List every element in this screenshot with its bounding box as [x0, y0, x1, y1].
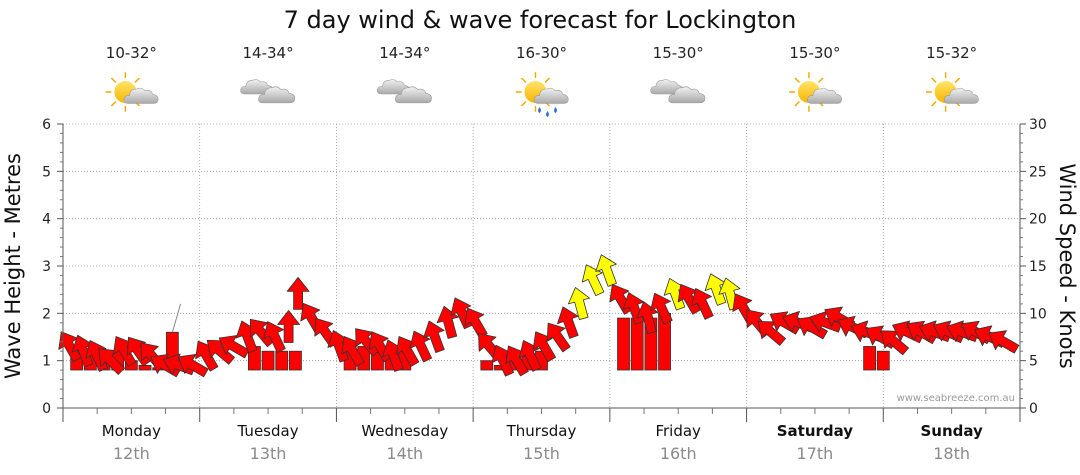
axes: 0 1 2 3 4 5 6 0 5 10 15 20 25 30 Monday 12th Tuesday 13th…: [42, 117, 1047, 463]
wave-bar: [863, 346, 877, 371]
y-tick-label-left: 6: [42, 117, 51, 133]
day-label-tuesday: Tuesday: [237, 422, 299, 440]
temp-range: 16-30°: [516, 44, 567, 62]
wave-bar: [617, 317, 630, 371]
showers-icon: [514, 71, 569, 117]
y-axis-title-left: Wave Height - Metres: [1, 153, 25, 379]
watermark: www.seabreeze.com.au: [897, 393, 1015, 404]
wind-arrow: [988, 330, 1020, 354]
wave-bar: [138, 364, 152, 371]
wind-arrows: [58, 254, 1020, 378]
day-label-thursday: Thursday: [506, 422, 577, 440]
raindrop-shape: [538, 107, 541, 113]
y-tick-label-right: 25: [1029, 164, 1047, 180]
temp-range: 14-34°: [379, 44, 430, 62]
wind-arrow: [177, 353, 209, 378]
date-label: 17th: [797, 444, 834, 463]
wave-bar: [261, 350, 275, 371]
day-label-monday: Monday: [102, 422, 161, 440]
wave-bar: [876, 350, 890, 371]
wave-bar: [275, 350, 289, 371]
date-label: 12th: [113, 444, 150, 463]
y-tick-label-right: 5: [1029, 354, 1038, 370]
y-tick-label-left: 4: [42, 212, 51, 228]
wind-arrow: [650, 292, 673, 325]
wind-arrow: [691, 288, 714, 320]
chart-title: 7 day wind & wave forecast for Lockingto…: [284, 6, 797, 34]
wind-arrow: [409, 330, 433, 363]
cloudy-icon: [650, 79, 706, 104]
cloudy-icon: [376, 79, 432, 104]
temp-range: 15-32°: [926, 44, 977, 62]
day-label-sunday: Sunday: [920, 422, 983, 440]
partly-cloudy-icon: [925, 71, 979, 113]
day-label-friday: Friday: [655, 422, 701, 440]
wave-connector: [171, 303, 182, 333]
temp-range: 15-30°: [789, 44, 840, 62]
day-label-wednesday: Wednesday: [361, 422, 448, 440]
wave-bar: [480, 360, 494, 371]
wind-arrow: [286, 276, 310, 310]
wind-arrow: [567, 287, 591, 320]
wave-bar: [630, 317, 644, 371]
raindrop-shape: [554, 107, 557, 113]
wind-arrow: [557, 306, 579, 339]
y-tick-label-right: 20: [1029, 212, 1047, 228]
cloudy-icon: [240, 79, 296, 104]
date-label: 15th: [523, 444, 560, 463]
y-tick-label-left: 3: [42, 259, 51, 275]
wind-arrow: [546, 322, 571, 353]
y-tick-label-right: 15: [1029, 259, 1047, 275]
wind-arrow: [218, 335, 250, 359]
partly-cloudy-icon: [104, 71, 159, 113]
day-label-saturday: Saturday: [777, 422, 854, 440]
wind-arrow: [277, 310, 301, 343]
wave-bar: [289, 350, 302, 371]
date-label: 18th: [933, 444, 970, 463]
date-label: 13th: [250, 444, 287, 463]
wind-arrow: [423, 320, 445, 354]
y-tick-label-left: 1: [42, 354, 51, 370]
y-tick-label-left: 5: [42, 164, 51, 180]
y-tick-label-left: 2: [42, 306, 51, 322]
wind-arrow: [127, 336, 151, 367]
date-label: 14th: [386, 444, 423, 463]
y-tick-label-right: 0: [1029, 401, 1038, 417]
y-tick-label-left: 0: [42, 401, 51, 417]
temp-range: 10-32°: [106, 44, 157, 62]
raindrop-shape: [546, 111, 549, 117]
y-tick-label-right: 10: [1029, 306, 1047, 322]
wind-arrow: [581, 264, 605, 297]
partly-cloudy-icon: [788, 71, 843, 113]
wind-arrow: [263, 321, 286, 353]
temp-range: 14-34°: [243, 44, 294, 62]
y-tick-label-right: 30: [1029, 117, 1047, 133]
y-axis-title-right: Wind Speed - Knots: [1055, 163, 1079, 368]
temp-range: 15-30°: [653, 44, 704, 62]
forecast-row: 10-32° 14-34° 14-34° 16-30° 15-30° 15-30° 15-3…: [104, 44, 979, 117]
date-label: 16th: [660, 444, 697, 463]
